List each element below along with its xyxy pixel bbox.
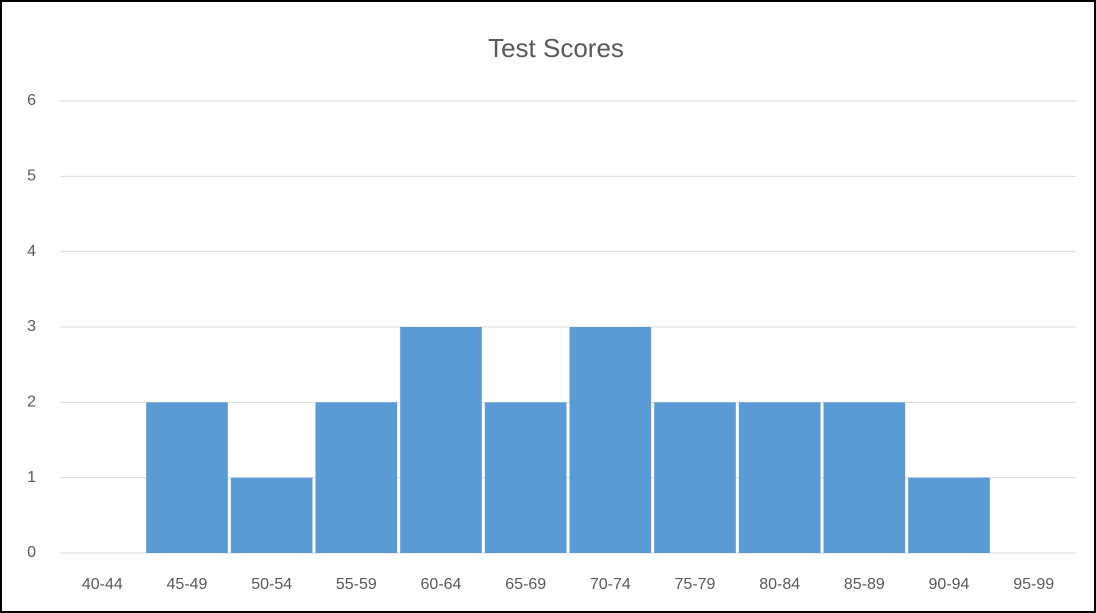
bar <box>315 402 398 553</box>
bar <box>823 402 906 553</box>
x-tick-label: 90-94 <box>929 576 970 593</box>
y-tick-label: 3 <box>27 318 36 335</box>
x-tick-label: 70-74 <box>590 576 631 593</box>
y-tick-label: 4 <box>27 243 36 260</box>
y-tick-label: 6 <box>27 92 36 109</box>
y-tick-label: 5 <box>27 168 36 185</box>
x-tick-label: 75-79 <box>675 576 716 593</box>
bar <box>230 477 313 553</box>
x-tick-label: 95-99 <box>1013 576 1054 593</box>
x-tick-label: 65-69 <box>505 576 546 593</box>
x-tick-label: 45-49 <box>167 576 208 593</box>
x-tick-label: 55-59 <box>336 576 377 593</box>
y-tick-label: 2 <box>27 394 36 411</box>
bar <box>569 327 652 553</box>
x-tick-label: 60-64 <box>421 576 462 593</box>
bar <box>654 402 736 553</box>
bar <box>738 402 821 553</box>
y-tick-label: 0 <box>27 544 36 561</box>
x-tick-label: 50-54 <box>251 576 292 593</box>
bar <box>400 327 482 553</box>
x-tick-label: 40-44 <box>82 576 123 593</box>
y-tick-label: 1 <box>27 469 36 486</box>
bar <box>484 402 567 553</box>
chart-title: Test Scores <box>488 33 624 63</box>
x-tick-label: 85-89 <box>844 576 885 593</box>
x-tick-label: 80-84 <box>759 576 800 593</box>
bar <box>146 402 228 553</box>
bar <box>908 477 990 553</box>
